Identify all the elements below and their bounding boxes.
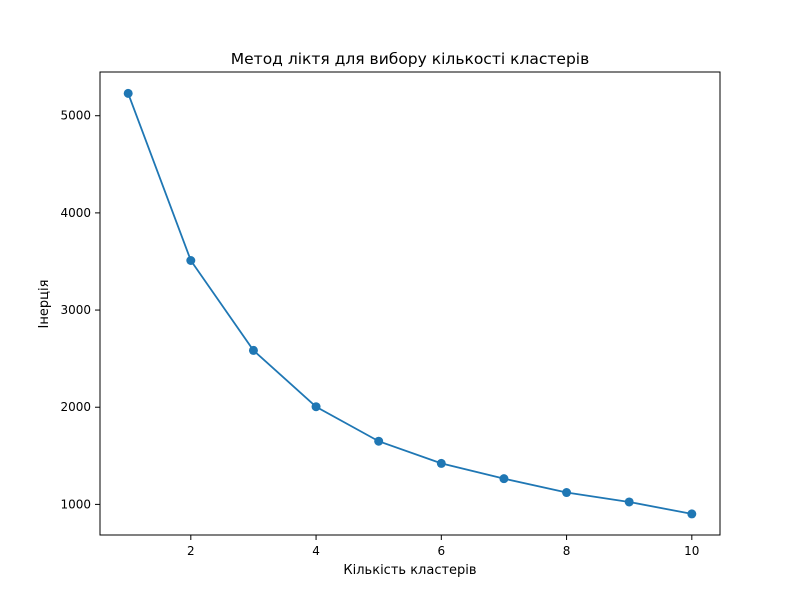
- data-point: [374, 436, 384, 446]
- y-tick-label: 2000: [60, 400, 91, 414]
- y-tick-label: 4000: [60, 206, 91, 220]
- data-point: [123, 88, 133, 98]
- data-point: [562, 488, 572, 498]
- series-line: [127, 93, 692, 515]
- x-tick-label: 2: [187, 544, 195, 558]
- x-tick-label: 6: [437, 544, 445, 558]
- y-axis-ticks: 1000 2000 3000 4000 5000: [60, 109, 100, 511]
- x-tick-label: 8: [563, 544, 571, 558]
- plot-area: [99, 71, 721, 536]
- y-tick-label: 5000: [60, 109, 91, 123]
- data-point: [436, 458, 446, 468]
- data-point: [499, 474, 509, 484]
- data-point: [687, 509, 697, 519]
- x-axis-label: Кількість кластерів: [343, 563, 476, 578]
- data-point: [624, 497, 634, 507]
- data-point: [311, 402, 321, 412]
- data-point: [186, 256, 196, 266]
- chart-title: Метод ліктя для вибору кількості кластер…: [231, 50, 589, 68]
- x-axis-ticks: 2 4 6 8 10: [187, 535, 699, 558]
- data-points: [123, 88, 697, 519]
- y-tick-label: 3000: [60, 303, 91, 317]
- y-axis-label: Інерція: [37, 280, 52, 329]
- y-tick-label: 1000: [60, 497, 91, 511]
- x-tick-label: 4: [312, 544, 320, 558]
- data-point: [248, 345, 258, 355]
- x-tick-label: 10: [684, 544, 699, 558]
